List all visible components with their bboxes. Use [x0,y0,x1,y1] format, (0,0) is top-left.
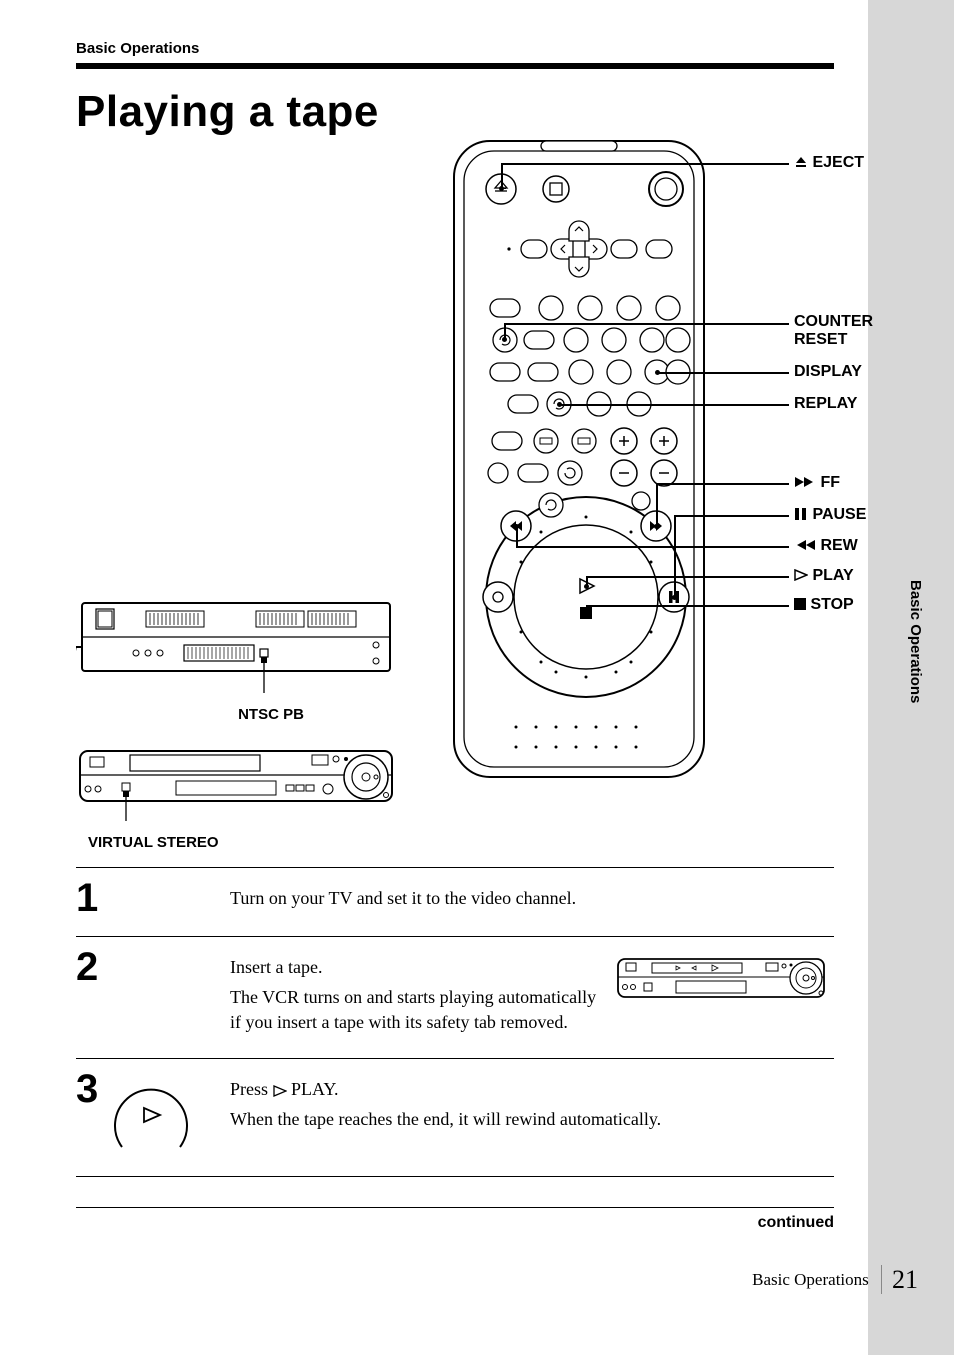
step-number: 1 [76,878,112,918]
ntsc-pb-label: NTSC PB [136,706,406,723]
step-number: 2 [76,947,112,987]
callout-replay: REPLAY [794,395,857,413]
callout-rew: REW [794,537,858,555]
callout-display: DISPLAY [794,363,862,381]
vcr-bottom-svg [76,745,396,825]
steps-list: 1 Turn on your TV and set it to the vide… [76,867,834,1177]
step-row: 1 Turn on your TV and set it to the vide… [76,867,834,936]
step-text: Insert a tape. The VCR turns on and star… [230,947,600,1040]
vcr-diagrams: NTSC PB [76,597,406,851]
step-mini-vcr-icon [600,947,826,1010]
step-row: 2 Insert a tape. The VCR turns on and st… [76,936,834,1058]
vcr-top-svg [76,597,396,697]
step-row: 3 Press PLAY. When the tape reaches the … [76,1058,834,1177]
diagram-region: EJECT COUNTERRESET DISPLAY REPLAY FF [76,137,834,857]
remote-diagram: EJECT COUNTERRESET DISPLAY REPLAY FF [446,127,916,797]
page-content: Basic Operations Playing a tape [0,0,868,1355]
callout-ff: FF [794,474,840,492]
callout-pause: PAUSE [794,506,866,524]
play-button-icon [112,1069,230,1158]
page-footer: Basic Operations 21 [752,1265,918,1295]
continued-label: continued [76,1207,834,1232]
page-number: 21 [881,1265,918,1294]
step-number: 3 [76,1069,112,1109]
step-text: Turn on your TV and set it to the video … [230,878,834,916]
callout-eject: EJECT [794,154,864,172]
callout-stop: STOP [794,596,854,614]
footer-section: Basic Operations [752,1270,869,1289]
remote-svg [446,127,756,787]
callout-play: PLAY [794,567,854,585]
virtual-stereo-label: VIRTUAL STEREO [88,834,406,851]
step-text: Press PLAY. When the tape reaches the en… [230,1069,834,1138]
section-header: Basic Operations [76,40,834,69]
callout-counter-reset: COUNTERRESET [794,313,884,350]
